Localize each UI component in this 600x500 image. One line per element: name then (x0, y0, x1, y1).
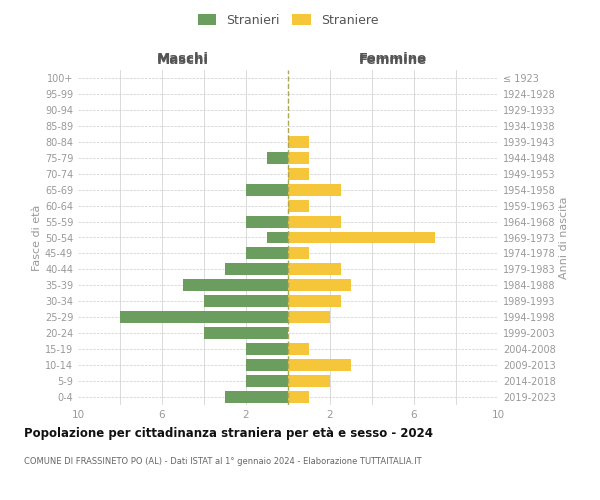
Text: Popolazione per cittadinanza straniera per età e sesso - 2024: Popolazione per cittadinanza straniera p… (24, 428, 433, 440)
Bar (267, 152, 288, 164)
Bar (288, 248, 309, 260)
Bar (288, 375, 330, 387)
Bar (288, 216, 341, 228)
Bar (225, 391, 288, 403)
Bar (246, 343, 288, 355)
Y-axis label: Anni di nascita: Anni di nascita (559, 196, 569, 279)
Bar (288, 280, 351, 291)
Bar (288, 312, 330, 323)
Legend: Stranieri, Straniere: Stranieri, Straniere (193, 8, 383, 32)
Bar (246, 248, 288, 260)
Bar (183, 280, 288, 291)
Bar (246, 216, 288, 228)
Bar (288, 152, 309, 164)
Bar (120, 312, 288, 323)
Bar (225, 264, 288, 276)
Bar (246, 184, 288, 196)
Bar (288, 168, 309, 179)
Bar (246, 375, 288, 387)
Bar (288, 343, 309, 355)
Text: Maschi: Maschi (157, 54, 209, 68)
Bar (288, 184, 341, 196)
Bar (288, 391, 309, 403)
Bar (288, 359, 351, 371)
Text: Femmine: Femmine (359, 54, 427, 68)
Bar (288, 136, 309, 148)
Bar (288, 200, 309, 211)
Text: COMUNE DI FRASSINETO PO (AL) - Dati ISTAT al 1° gennaio 2024 - Elaborazione TUTT: COMUNE DI FRASSINETO PO (AL) - Dati ISTA… (24, 458, 422, 466)
Bar (288, 232, 435, 243)
Bar (267, 232, 288, 243)
Text: Maschi: Maschi (157, 52, 209, 65)
Bar (288, 296, 341, 308)
Y-axis label: Fasce di età: Fasce di età (32, 204, 42, 270)
Bar (204, 327, 288, 339)
Bar (204, 296, 288, 308)
Bar (246, 359, 288, 371)
Text: Femmine: Femmine (359, 52, 427, 65)
Bar (288, 264, 341, 276)
